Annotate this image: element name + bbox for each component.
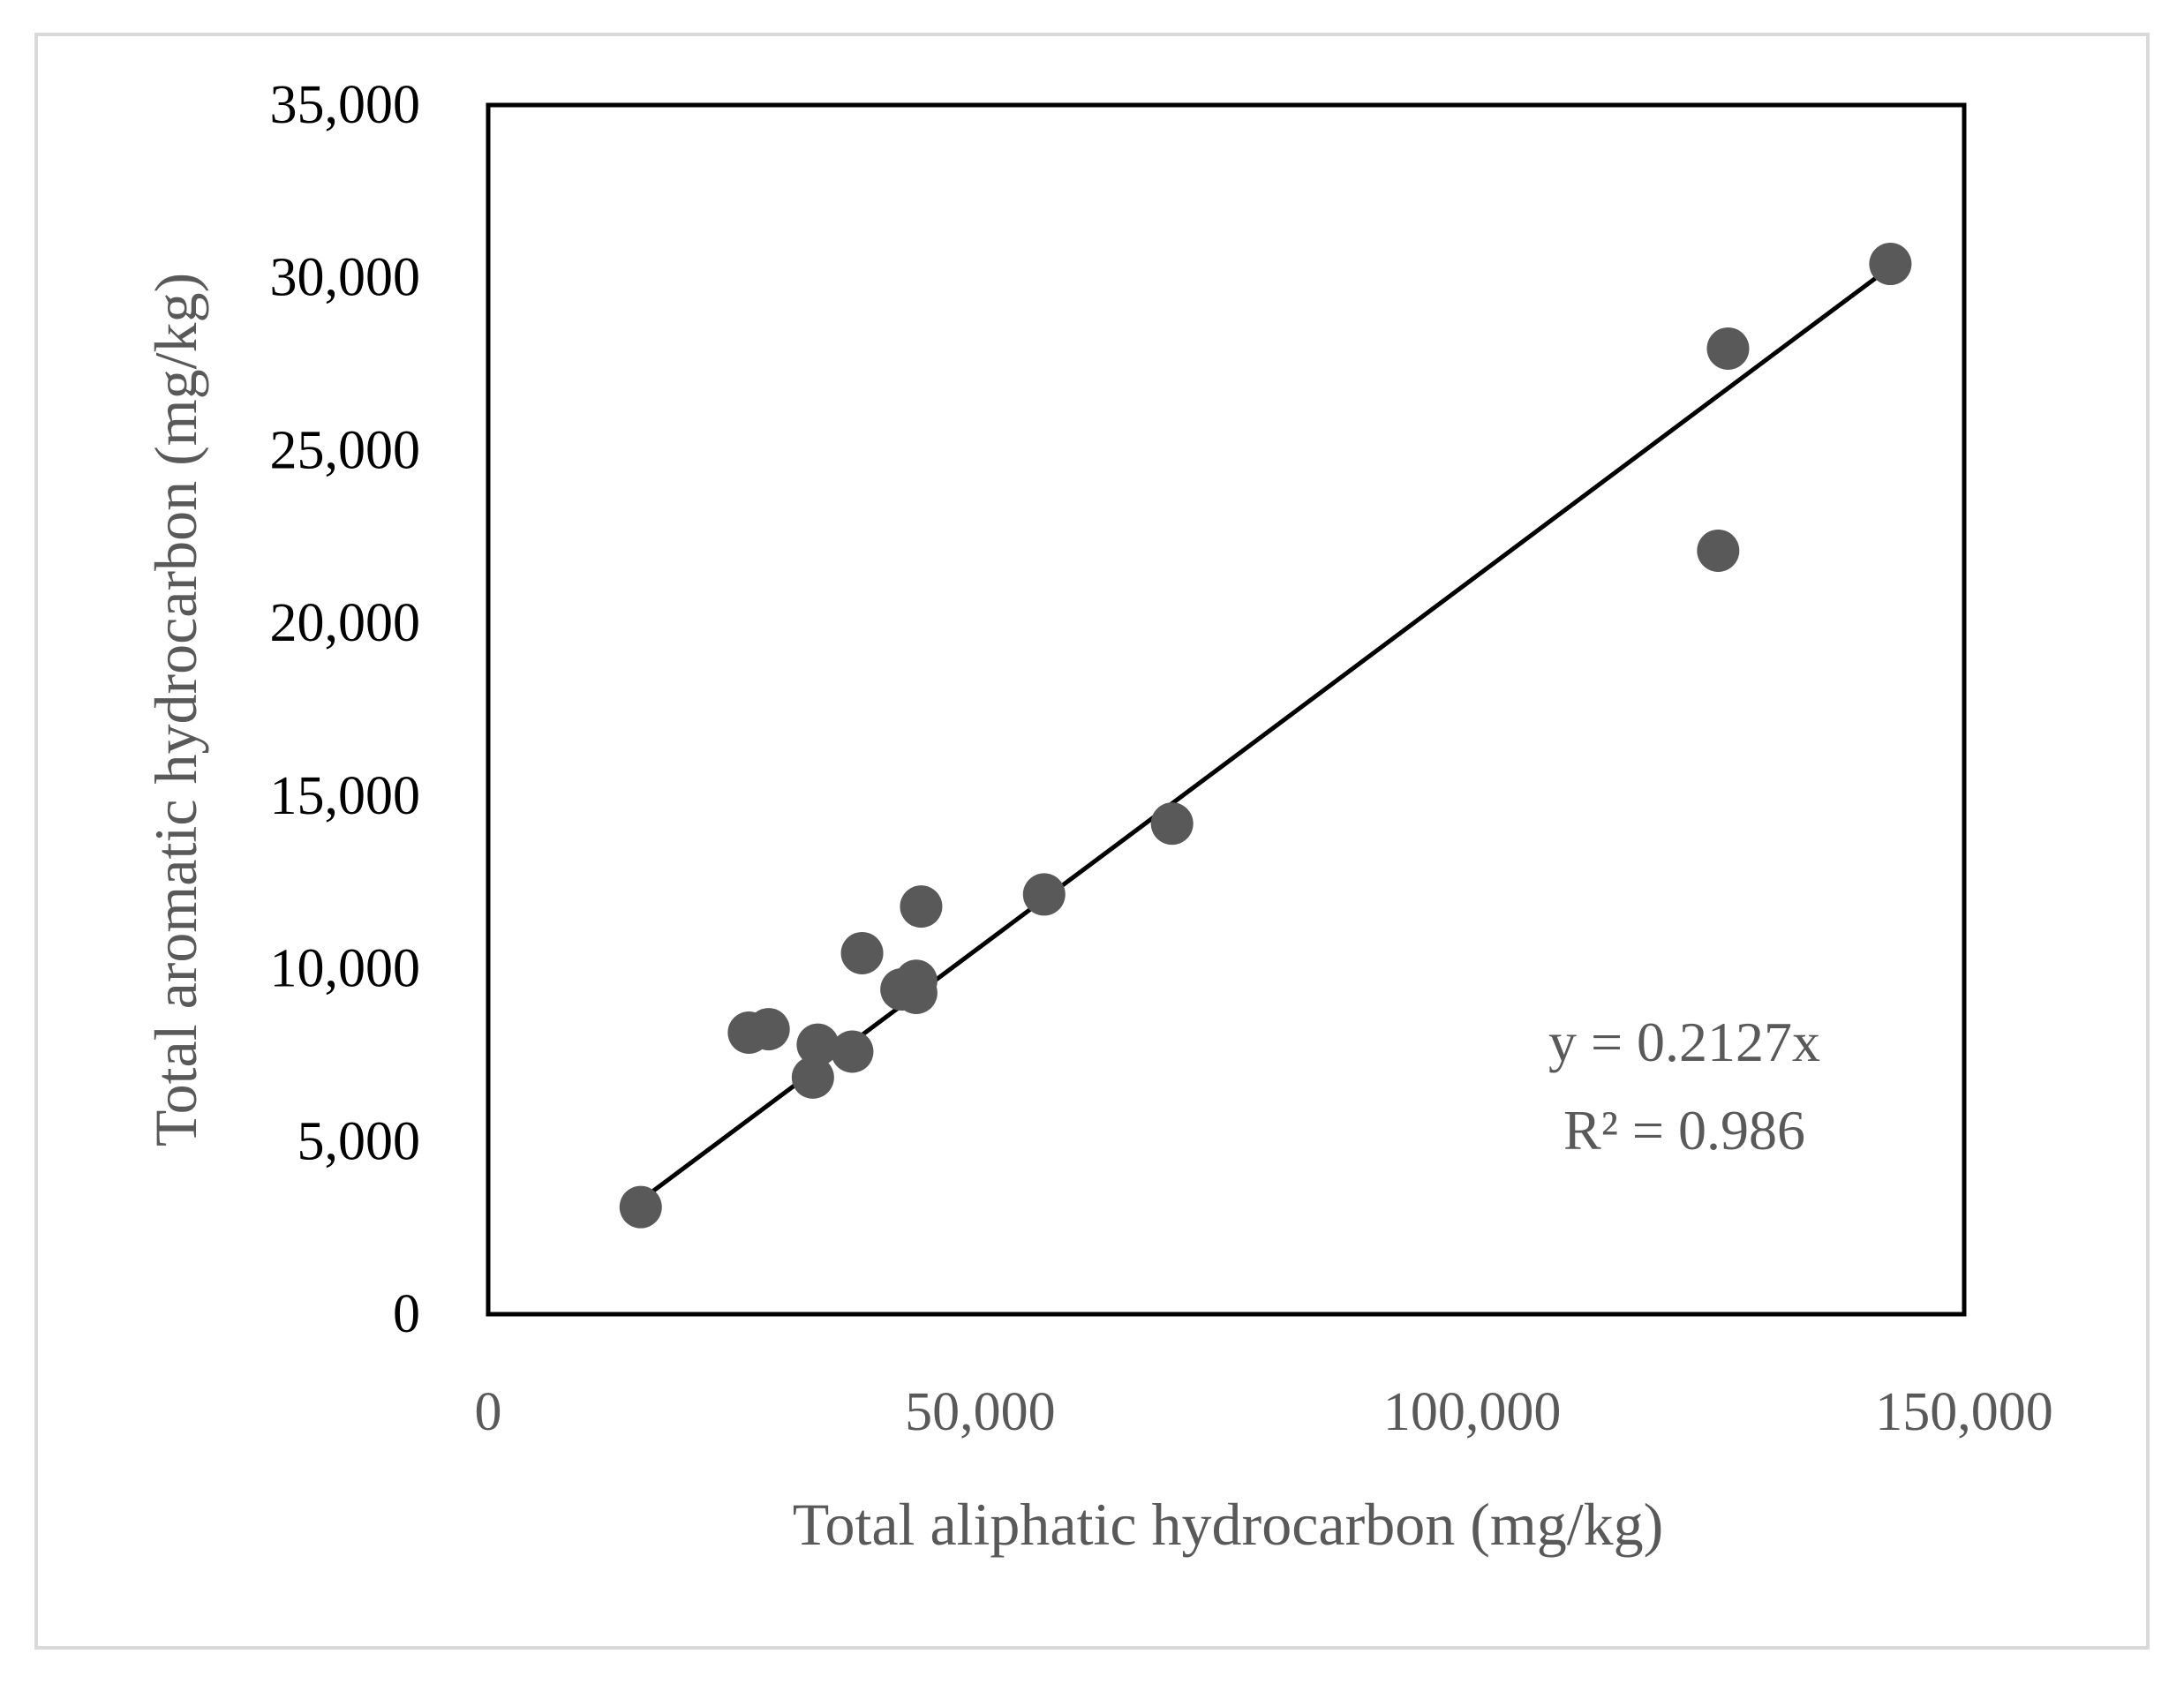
- y-tick-label: 35,000: [270, 75, 421, 135]
- data-point: [1869, 243, 1912, 286]
- equation-label: y = 0.2127x: [1548, 1011, 1820, 1073]
- plot-area: [486, 102, 1967, 1317]
- y-tick-labels: 0 5,000 10,000 15,000 20,000 25,000 30,000 35,0…: [270, 75, 421, 1344]
- data-point: [1022, 873, 1066, 916]
- y-tick-label: 20,000: [270, 593, 421, 653]
- data-point: [840, 931, 884, 974]
- x-axis-title: Total aliphatic hydrocarbon (mg/kg): [793, 1491, 1664, 1558]
- x-tick-label: 50,000: [905, 1382, 1056, 1442]
- data-point: [1706, 327, 1750, 370]
- data-point: [796, 1023, 840, 1066]
- x-tick-labels: 0 50,000 100,000 150,000: [475, 1382, 2053, 1442]
- y-tick-label: 30,000: [270, 248, 421, 308]
- y-axis-title: Total aromatic hydrocarbon (mg/kg): [142, 273, 209, 1146]
- x-tick-label: 100,000: [1383, 1382, 1562, 1442]
- data-point: [747, 1008, 790, 1051]
- x-tick-label: 0: [475, 1382, 502, 1442]
- data-point: [791, 1056, 834, 1099]
- chart-frame: [34, 33, 2150, 1650]
- y-tick-label: 15,000: [270, 766, 421, 826]
- r-squared-label: R² = 0.986: [1563, 1099, 1805, 1162]
- y-tick-label: 10,000: [270, 939, 421, 999]
- y-tick-label: 5,000: [297, 1111, 421, 1171]
- data-points: [619, 243, 1912, 1229]
- data-point: [1150, 802, 1194, 846]
- data-point: [900, 885, 943, 928]
- data-point: [619, 1185, 662, 1229]
- y-tick-label: 25,000: [270, 420, 421, 480]
- y-tick-label: 0: [393, 1284, 420, 1344]
- data-point: [831, 1030, 874, 1073]
- data-point: [894, 959, 938, 1003]
- data-point: [1697, 529, 1740, 572]
- x-tick-label: 150,000: [1875, 1382, 2053, 1442]
